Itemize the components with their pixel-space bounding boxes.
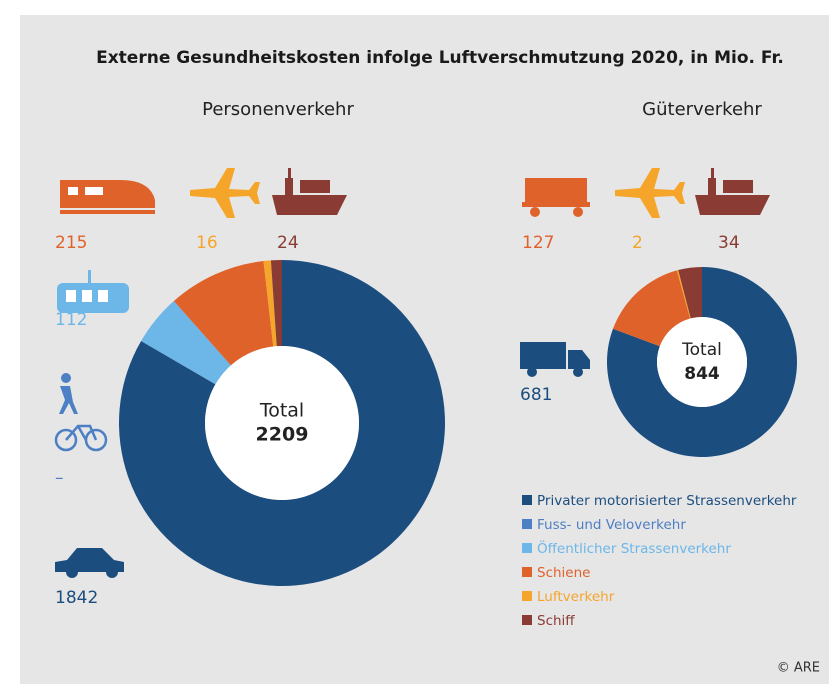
chart-title: Externe Gesundheitskosten infolge Luftve… <box>96 48 784 68</box>
value-label: 112 <box>55 310 87 330</box>
chart-subtitle: Güterverkehr <box>642 99 762 120</box>
legend-swatch <box>522 543 532 553</box>
value-label: 215 <box>55 233 87 253</box>
legend-swatch <box>522 495 532 505</box>
value-label: 1842 <box>55 588 98 608</box>
legend-label: Schiene <box>537 565 590 581</box>
legend-swatch <box>522 615 532 625</box>
value-label: 681 <box>520 385 552 405</box>
center-total: 2209 <box>256 424 309 446</box>
donut-segment <box>678 267 702 319</box>
value-label: 127 <box>522 233 554 253</box>
center-label: Total <box>681 340 722 360</box>
icons <box>54 168 770 578</box>
center-total: 844 <box>684 364 720 384</box>
chart-subtitle: Personenverkehr <box>202 99 354 120</box>
value-label: 16 <box>196 233 218 253</box>
legend-label: Luftverkehr <box>537 589 615 605</box>
center-label: Total <box>259 400 304 422</box>
legend-label: Privater motorisierter Strassenverkehr <box>537 493 797 509</box>
legend-label: Schiff <box>537 613 575 629</box>
legend-label: Öffentlicher Strassenverkehr <box>537 539 731 557</box>
donut-segment <box>263 260 277 347</box>
donut-segment <box>270 260 282 347</box>
donut-segment <box>173 261 274 366</box>
legend-swatch <box>522 519 532 529</box>
legend-label: Fuss- und Veloverkehr <box>537 517 686 533</box>
value-label: 24 <box>277 233 299 253</box>
legend-swatch <box>522 567 532 577</box>
donut-segment <box>607 267 798 457</box>
donut-segment <box>141 301 231 385</box>
donut-segment <box>118 260 445 586</box>
value-label: 34 <box>718 233 740 253</box>
legend-swatch <box>522 591 532 601</box>
credit: © ARE <box>777 661 820 676</box>
value-label: – <box>55 468 64 488</box>
donut-hole <box>205 346 359 500</box>
donut-segment <box>676 270 691 319</box>
value-label: 2 <box>632 233 643 253</box>
donut-hole <box>657 317 747 407</box>
donut-segment <box>613 270 691 347</box>
